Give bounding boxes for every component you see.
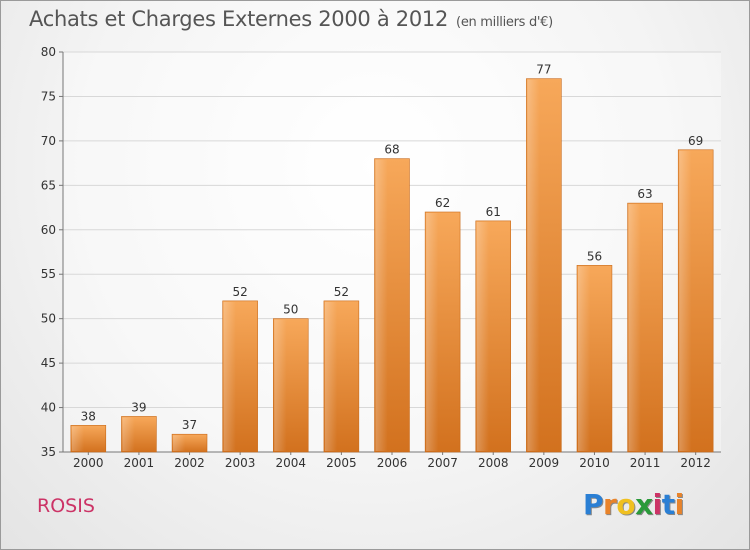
data-label: 56 <box>587 249 602 263</box>
chart-unit: (en milliers d'€) <box>456 15 553 30</box>
y-tick-label: 70 <box>41 134 56 148</box>
y-tick-label: 65 <box>41 178 56 192</box>
x-tick-label: 2004 <box>275 456 306 470</box>
x-tick-label: 2001 <box>124 456 155 470</box>
bar-highlight <box>426 213 439 451</box>
x-tick-label: 2007 <box>427 456 458 470</box>
data-label: 68 <box>384 143 399 157</box>
x-tick-label: 2010 <box>579 456 610 470</box>
bar-highlight <box>324 301 338 451</box>
bar-highlight <box>527 79 540 452</box>
logo-letter: r <box>603 488 617 521</box>
commune-name: ROSIS <box>37 495 95 517</box>
y-tick-label: 40 <box>41 401 56 415</box>
bars <box>70 78 714 453</box>
y-tick-label: 55 <box>41 267 56 281</box>
data-label: 52 <box>233 285 248 299</box>
y-tick-label: 75 <box>41 89 56 103</box>
bar-highlight <box>375 159 388 451</box>
x-tick-label: 2006 <box>377 456 408 470</box>
data-label: 52 <box>334 285 349 299</box>
logo-letter: x <box>635 488 653 521</box>
logo-letter: i <box>674 488 685 521</box>
bar-highlight <box>628 204 641 451</box>
x-tick-label: 2003 <box>225 456 256 470</box>
x-tick-label: 2012 <box>680 456 711 470</box>
bar-highlight <box>679 150 692 451</box>
bar-highlight <box>71 426 85 451</box>
x-tick-label: 2008 <box>478 456 509 470</box>
bar-highlight <box>274 319 287 451</box>
x-tick-label: 2002 <box>174 456 205 470</box>
logo-letter: i <box>652 488 663 521</box>
data-label: 38 <box>81 409 96 423</box>
bar-highlight <box>476 221 489 451</box>
logo-letter: P <box>583 488 604 521</box>
y-tick-label: 35 <box>41 445 56 459</box>
chart-title: Achats et Charges Externes 2000 à 2012 (e… <box>29 7 553 31</box>
y-tick-label: 50 <box>41 312 56 326</box>
bar-highlight <box>122 417 135 451</box>
y-tick-label: 60 <box>41 223 56 237</box>
x-tick-label: 2000 <box>73 456 104 470</box>
labels: 35 40 45 50 55 60 65 70 75 80 38 2000 39 2001 37 2002 52… <box>41 45 711 470</box>
logo-letter: o <box>616 488 636 521</box>
data-label: 69 <box>688 134 703 148</box>
data-label: 62 <box>435 196 450 210</box>
x-tick-label: 2009 <box>529 456 560 470</box>
x-tick-label: 2011 <box>630 456 661 470</box>
data-label: 63 <box>637 187 652 201</box>
bar-highlight <box>223 301 236 451</box>
data-label: 39 <box>131 400 146 414</box>
y-tick-label: 45 <box>41 356 56 370</box>
bar-highlight <box>577 266 591 451</box>
data-label: 50 <box>283 303 298 317</box>
proxiti-logo[interactable]: Proxiti <box>583 488 684 521</box>
x-tick-label: 2005 <box>326 456 357 470</box>
logo-letter: t <box>661 488 675 521</box>
y-tick-label: 80 <box>41 45 56 59</box>
data-label: 61 <box>486 205 501 219</box>
chart-title-text: Achats et Charges Externes 2000 à 2012 <box>29 7 449 31</box>
bar-highlight <box>173 435 186 451</box>
data-label: 37 <box>182 418 197 432</box>
data-label: 77 <box>536 63 551 77</box>
